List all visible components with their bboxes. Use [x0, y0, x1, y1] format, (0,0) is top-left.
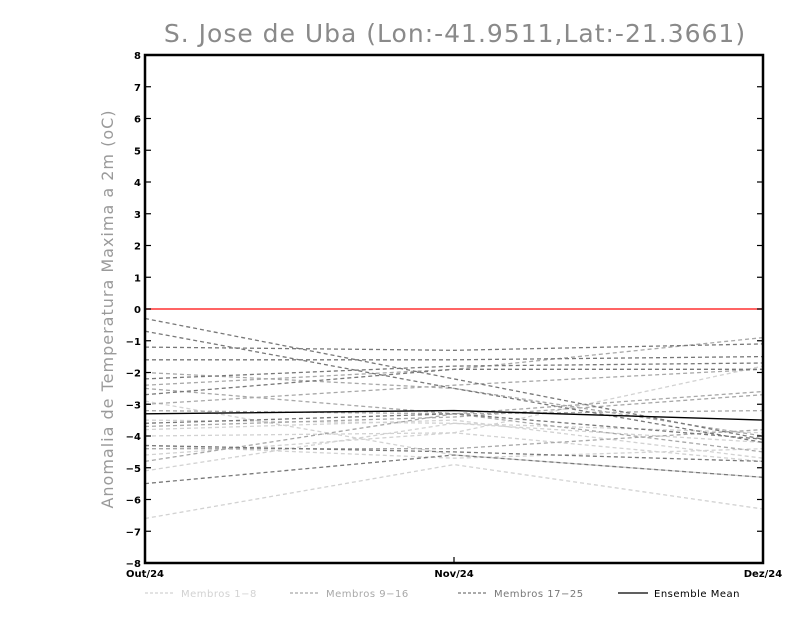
legend-label: Ensemble Mean [654, 589, 740, 600]
x-tick-label: Out/24 [126, 569, 164, 580]
series-line-group3-member6 [144, 368, 763, 396]
x-axis-ticks: Out/24 Nov/24 Dez/24 [126, 557, 782, 580]
series-line-group1-member6 [144, 444, 764, 459]
y-tick-label: −7 [126, 527, 141, 538]
ensemble-mean-line [144, 409, 764, 421]
y-tick-label: −1 [126, 337, 141, 348]
series-line-group1-member5 [144, 400, 764, 478]
y-tick-label: 3 [134, 210, 141, 221]
y-tick-label: 5 [134, 146, 141, 157]
y-tick-label: −5 [126, 464, 141, 475]
series-line-group3-member8 [144, 444, 764, 463]
y-tick-label: −8 [126, 559, 141, 570]
y-tick-label: −4 [126, 432, 141, 443]
plot-lines [144, 308, 764, 520]
plot-frame [143, 53, 765, 565]
series-line-group3-member4 [145, 355, 764, 361]
series-line-group1-member2 [144, 422, 764, 472]
series-line-group2-member3 [144, 371, 764, 437]
series-line-group3-member3 [144, 343, 764, 351]
legend-label: Membros 9−16 [326, 589, 409, 600]
x-tick-label: Dez/24 [744, 569, 783, 580]
series-line-group2-member1 [144, 394, 764, 428]
x-tick-label: Nov/24 [434, 569, 473, 580]
legend-label: Membros 1−8 [181, 589, 257, 600]
series-line-group1-member7 [144, 419, 764, 434]
series-line-group3-member9 [144, 454, 764, 485]
legend: Membros 1−8 Membros 9−16 Membros 17−25 Ense… [145, 589, 740, 600]
series-line-group1-member1 [144, 463, 764, 520]
y-tick-label: −3 [126, 400, 141, 411]
y-tick-label: −2 [126, 369, 141, 380]
chart-title: S. Jose de Uba (Lon:-41.9511,Lat:-21.366… [164, 19, 746, 48]
y-tick-label: −6 [126, 496, 141, 507]
series-line-group2-member8 [144, 336, 764, 386]
y-axis-ticks: −8 −7 −6 −5 −4 −3 −2 −1 0 1 2 3 4 5 6 7 8 [126, 51, 763, 570]
y-tick-label: 8 [134, 51, 141, 62]
y-tick-label: 2 [134, 242, 141, 253]
y-tick-label: 6 [134, 115, 141, 126]
series-line-group1-member4 [144, 419, 764, 459]
series-line-group3-member5 [144, 362, 764, 380]
y-tick-label: 7 [134, 83, 141, 94]
series-line-group2-member6 [144, 390, 764, 463]
series-line-group2-member4 [145, 428, 764, 450]
y-axis-label: Anomalia de Temperatura Maxima a 2m (oC) [98, 109, 117, 508]
series-line-group1-member8 [144, 432, 764, 463]
series-line-group2-member5 [144, 368, 764, 405]
y-tick-label: 0 [134, 305, 141, 316]
y-tick-label: 4 [134, 178, 141, 189]
series-line-group3-member7 [144, 413, 764, 440]
y-tick-label: 1 [134, 273, 141, 284]
legend-label: Membros 17−25 [494, 589, 584, 600]
